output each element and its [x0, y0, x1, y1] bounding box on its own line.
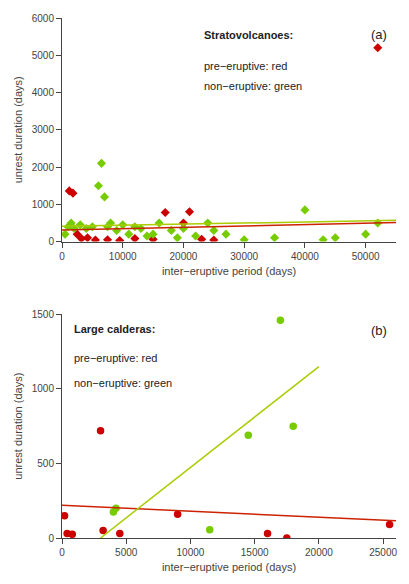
svg-text:4000: 4000	[32, 87, 55, 98]
svg-text:(a): (a)	[371, 27, 387, 42]
svg-text:Stratovolcanoes:: Stratovolcanoes:	[204, 29, 293, 41]
svg-text:40000: 40000	[291, 251, 319, 262]
svg-text:3000: 3000	[32, 124, 55, 135]
svg-text:10000: 10000	[177, 547, 205, 558]
svg-text:0: 0	[48, 236, 54, 247]
svg-text:6000: 6000	[32, 13, 55, 24]
svg-text:non−eruptive: green: non−eruptive: green	[74, 377, 172, 389]
svg-text:0: 0	[59, 251, 65, 262]
svg-text:50000: 50000	[352, 251, 380, 262]
svg-text:15000: 15000	[241, 547, 269, 558]
svg-text:inter−eruptive period (days): inter−eruptive period (days)	[162, 561, 296, 573]
svg-text:2000: 2000	[32, 162, 55, 173]
svg-text:unrest duration (days): unrest duration (days)	[12, 373, 24, 480]
svg-text:5000: 5000	[115, 547, 138, 558]
svg-text:(b): (b)	[371, 323, 387, 338]
svg-text:5000: 5000	[32, 50, 55, 61]
svg-text:pre−eruptive: red: pre−eruptive: red	[74, 352, 157, 364]
svg-text:20000: 20000	[170, 251, 198, 262]
svg-text:1000: 1000	[32, 199, 55, 210]
svg-text:non−eruptive: green: non−eruptive: green	[204, 80, 302, 92]
svg-text:0: 0	[48, 533, 54, 544]
svg-text:25000: 25000	[369, 547, 397, 558]
svg-text:1500: 1500	[32, 309, 55, 320]
svg-text:500: 500	[37, 458, 54, 469]
svg-text:1000: 1000	[32, 383, 55, 394]
svg-text:20000: 20000	[305, 547, 333, 558]
svg-text:pre−eruptive: red: pre−eruptive: red	[204, 60, 287, 72]
svg-text:10000: 10000	[109, 251, 137, 262]
svg-text:unrest duration (days): unrest duration (days)	[12, 76, 24, 183]
svg-text:Large calderas:: Large calderas:	[74, 323, 155, 335]
svg-text:30000: 30000	[230, 251, 258, 262]
svg-text:inter−eruptive period (days): inter−eruptive period (days)	[162, 265, 296, 277]
svg-text:0: 0	[59, 547, 65, 558]
